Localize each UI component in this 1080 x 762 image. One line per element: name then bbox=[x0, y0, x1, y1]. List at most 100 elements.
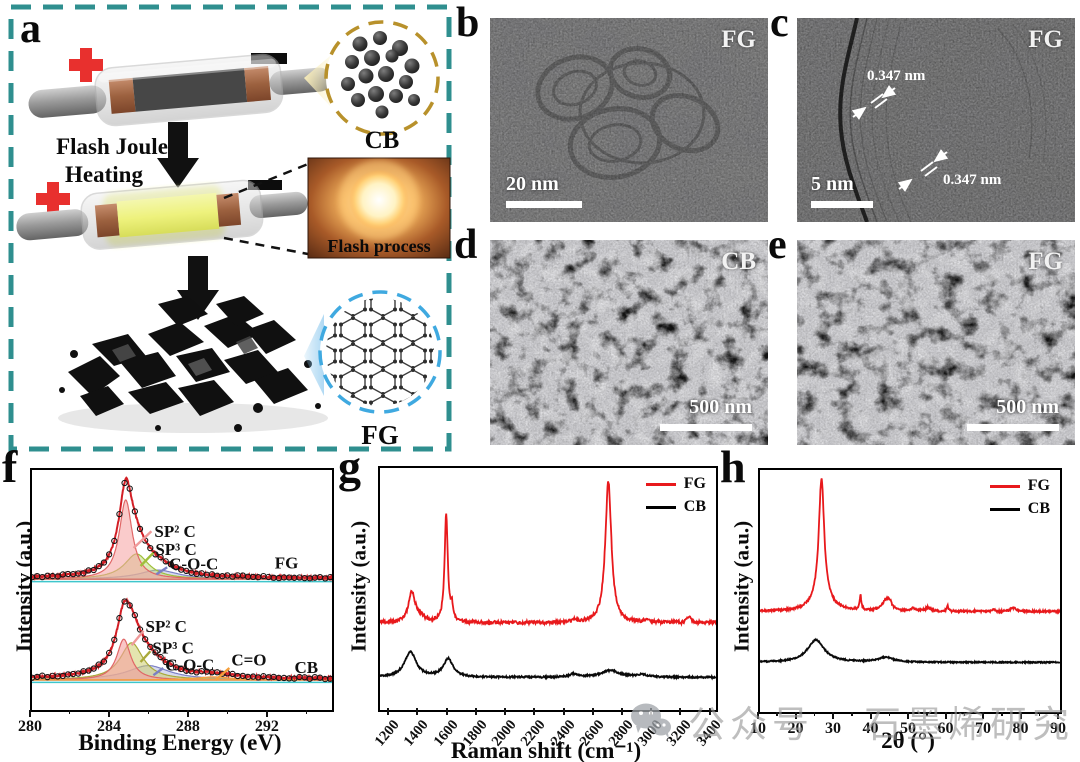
annotation-leader bbox=[152, 667, 164, 677]
chart-annotation: C-O-C bbox=[165, 655, 214, 674]
xps-plot: SP² C SP³ C C-O-C FG SP² C SP³ C C-O-C C=O CB bbox=[30, 468, 334, 712]
x-tick-label: 284 bbox=[96, 718, 121, 735]
x-minor-tick bbox=[851, 712, 853, 716]
x-tick bbox=[982, 712, 984, 719]
series-fg bbox=[760, 478, 1060, 615]
scalebar bbox=[967, 424, 1059, 431]
legend-swatch bbox=[645, 505, 676, 509]
panel-c-label: c bbox=[770, 0, 789, 46]
x-tick bbox=[107, 710, 110, 717]
x-minor-tick bbox=[68, 710, 71, 714]
x-tick-label: 280 bbox=[18, 718, 42, 735]
legend-swatch bbox=[989, 507, 1020, 511]
g-chart-canvas bbox=[380, 481, 716, 681]
scalebar-label: 500 nm bbox=[689, 396, 752, 418]
x-tick bbox=[533, 708, 536, 715]
x-tick bbox=[794, 712, 797, 719]
scalebar bbox=[811, 201, 873, 208]
xrd-plot: FG CB bbox=[758, 468, 1062, 714]
x-tick bbox=[869, 712, 872, 719]
sample-tag-fg: FG bbox=[721, 26, 756, 53]
x-tick bbox=[1057, 712, 1059, 719]
fg-zoom-beam bbox=[304, 314, 324, 396]
g-legend: FG CB bbox=[645, 475, 706, 516]
x-tick-label: 20 bbox=[787, 720, 804, 737]
x-minor-tick bbox=[926, 712, 928, 716]
flash-joule-text-line1: Flash Joule bbox=[56, 134, 168, 159]
chart-annotation: C-O-C bbox=[169, 555, 218, 574]
legend-swatch bbox=[645, 482, 676, 486]
series-cb-envelope bbox=[32, 597, 332, 683]
panel-g-label: g bbox=[338, 441, 361, 492]
x-tick-label: 90 bbox=[1050, 720, 1066, 737]
panel-b-label: b bbox=[456, 0, 480, 46]
minus-electrode-2-icon bbox=[248, 180, 282, 190]
xrd-y-axis-label: Intensity (a.u.) bbox=[729, 520, 754, 653]
legend-label: CB bbox=[1027, 500, 1050, 517]
cb-label: CB bbox=[365, 127, 400, 154]
cb-inset-circle bbox=[324, 20, 440, 136]
x-tick-label: 288 bbox=[175, 718, 200, 735]
annotation-leader bbox=[155, 566, 168, 576]
flash-joule-text-line2: Heating bbox=[65, 162, 143, 187]
inset-leader-line-bottom bbox=[223, 236, 309, 256]
panel-a-label: a bbox=[20, 6, 41, 52]
x-tick bbox=[387, 708, 390, 715]
x-tick-label: 40 bbox=[862, 720, 879, 737]
x-tick-label: 70 bbox=[975, 720, 991, 737]
annotation-leader bbox=[139, 650, 152, 663]
legend-item: CB bbox=[645, 498, 706, 516]
quartz-tube-glowing bbox=[16, 179, 308, 250]
chart-annotation: SP² C bbox=[145, 617, 186, 636]
x-tick-label: 292 bbox=[254, 718, 279, 735]
x-minor-tick bbox=[776, 712, 778, 716]
fg-label: FG bbox=[361, 420, 399, 450]
x-tick-label: 2600 bbox=[576, 717, 608, 750]
xrd-x-axis-ticks: 10 20 30 40 50 60 70 80 90 bbox=[750, 712, 1066, 740]
x-minor-tick bbox=[1001, 712, 1003, 716]
x-tick-label: 3200 bbox=[664, 717, 695, 750]
x-minor-tick bbox=[147, 710, 150, 714]
panel-d-label: d bbox=[454, 222, 478, 268]
raman-x-axis-label: Raman shift (cm⁻¹) bbox=[450, 738, 642, 762]
x-minor-tick bbox=[888, 712, 891, 716]
x-minor-tick bbox=[813, 712, 816, 716]
legend-label: CB bbox=[683, 498, 706, 515]
x-tick-label: 10 bbox=[750, 720, 766, 737]
x-tick-label: 3000 bbox=[634, 717, 666, 750]
panel-h-label: h bbox=[720, 441, 746, 492]
x-tick bbox=[29, 710, 31, 717]
x-tick bbox=[591, 708, 594, 715]
x-tick-label: 60 bbox=[937, 720, 954, 737]
lattice-spacing-label-2: 0.347 nm bbox=[943, 172, 1002, 188]
chart-annotation: CB bbox=[295, 658, 319, 677]
series-cb bbox=[760, 637, 1060, 666]
series-fg-sp2-c bbox=[32, 499, 332, 580]
h-legend: FG CB bbox=[989, 477, 1050, 518]
x-tick bbox=[679, 708, 682, 715]
panel-a-schematic: CB Flash Joule Heating Flash process bbox=[8, 4, 452, 452]
legend-label: FG bbox=[1027, 477, 1050, 494]
x-tick-label: 1600 bbox=[430, 717, 462, 750]
x-tick bbox=[445, 708, 448, 715]
sample-tag-cb: CB bbox=[721, 248, 756, 275]
x-tick bbox=[832, 712, 834, 719]
xps-x-axis-label: Binding Energy (eV) bbox=[78, 730, 282, 755]
x-tick bbox=[650, 708, 653, 715]
x-tick bbox=[944, 712, 947, 719]
tem-image-fg: FG 20 nm bbox=[490, 18, 768, 222]
quartz-tube-with-carbon-black bbox=[28, 53, 332, 127]
x-tick bbox=[504, 708, 507, 715]
legend-item: FG bbox=[989, 477, 1050, 495]
xps-x-axis-ticks: 280 284 288 292 bbox=[18, 710, 330, 738]
legend-label: FG bbox=[683, 475, 706, 492]
x-tick-label: 2200 bbox=[517, 717, 549, 750]
x-tick-label: 1200 bbox=[371, 717, 403, 750]
annotation-leader bbox=[139, 551, 155, 567]
sem-image-cb: CB 500 nm bbox=[490, 240, 768, 445]
scalebar-label: 500 nm bbox=[996, 396, 1059, 418]
legend-item: FG bbox=[645, 475, 706, 493]
x-tick-label: 2000 bbox=[488, 717, 520, 750]
flash-graphene-flakes bbox=[58, 296, 329, 433]
